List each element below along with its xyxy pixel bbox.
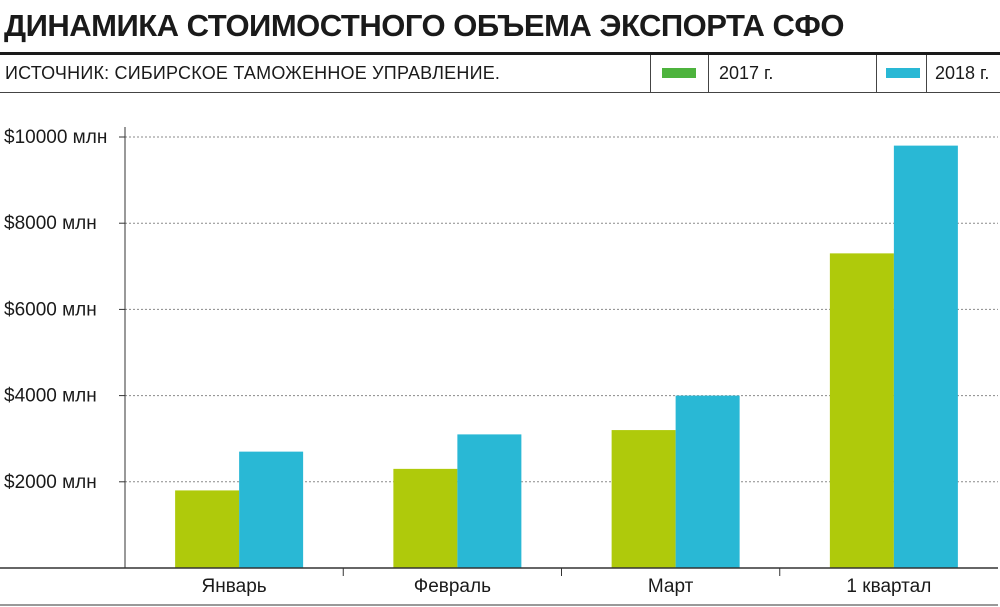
bar-2017 <box>175 490 240 568</box>
y-tick-label: $6000 млн <box>4 299 97 320</box>
legend-label-cell-2018: 2018 г. <box>926 55 1000 92</box>
bar-2018 <box>675 395 740 568</box>
legend-swatch-2017 <box>662 68 696 78</box>
bar-2018 <box>239 451 304 568</box>
x-tick-label: 1 квартал <box>846 576 931 597</box>
bar-2017 <box>611 430 676 568</box>
bar-2018 <box>457 434 522 568</box>
bar-2018 <box>893 145 958 568</box>
bar-2017 <box>393 468 458 568</box>
x-tick-label: Февраль <box>414 576 491 597</box>
legend-swatch-cell-2017 <box>650 55 709 92</box>
title-rule <box>0 52 1000 55</box>
legend-swatch-cell-2018 <box>876 55 927 92</box>
x-tick-label: Январь <box>202 576 267 597</box>
bar-chart: $2000 млн $4000 млн $6000 млн $8000 млн $100… <box>0 127 998 606</box>
info-bar: ИСТОЧНИК: СИБИРСКОЕ ТАМОЖЕННОЕ УПРАВЛЕНИ… <box>0 55 1000 93</box>
legend-swatch-2018 <box>886 68 920 78</box>
legend-label-2018: 2018 г. <box>935 63 990 83</box>
legend-label-cell-2017: 2017 г. <box>708 55 877 92</box>
y-tick-label: $2000 млн <box>4 472 97 493</box>
chart-title: ДИНАМИКА СТОИМОСТНОГО ОБЪЕМА ЭКСПОРТА СФ… <box>4 8 844 43</box>
legend-label-2017: 2017 г. <box>719 63 774 83</box>
bar-2017 <box>829 253 894 568</box>
y-tick-label: $4000 млн <box>4 386 97 407</box>
x-tick-label: Март <box>648 576 694 597</box>
source-note: ИСТОЧНИК: СИБИРСКОЕ ТАМОЖЕННОЕ УПРАВЛЕНИ… <box>5 63 501 83</box>
y-tick-label: $8000 млн <box>4 213 97 234</box>
y-tick-label: $10000 млн <box>4 127 107 148</box>
